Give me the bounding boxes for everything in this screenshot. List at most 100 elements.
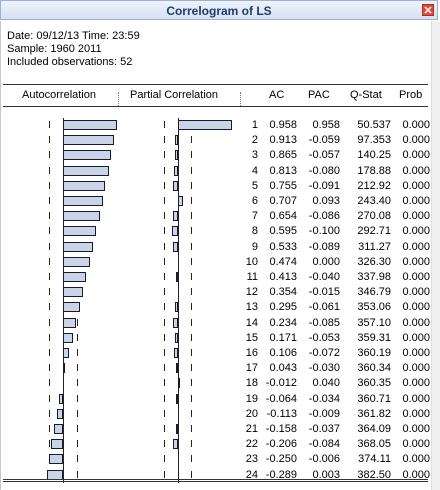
pac-axis-line bbox=[178, 285, 179, 301]
lag-cell: 1 bbox=[251, 119, 258, 131]
pac-bar bbox=[173, 241, 178, 252]
pac-bar bbox=[173, 165, 178, 176]
ac-confidence-band bbox=[77, 349, 78, 356]
ac-confidence-band bbox=[49, 121, 50, 128]
ac-cell: 0.413 bbox=[269, 271, 297, 283]
pac-confidence-band bbox=[191, 440, 192, 448]
prob-cell: 0.000 bbox=[402, 423, 430, 435]
lag-cell: 18 bbox=[245, 377, 258, 390]
pac-confidence-band bbox=[191, 425, 192, 432]
pac-confidence-band bbox=[164, 425, 165, 432]
correlogram-view bbox=[0, 21, 440, 490]
table-row: 3 0.865 -0.057 140.25 0.000 bbox=[0, 148, 440, 164]
pac-confidence-band bbox=[164, 379, 165, 387]
column-separator bbox=[240, 92, 242, 106]
qstat-cell: 311.27 bbox=[358, 240, 391, 253]
prob-cell: 0.000 bbox=[402, 362, 430, 375]
pac-cell: -0.040 bbox=[308, 271, 340, 283]
ac-bar bbox=[63, 241, 93, 252]
ac-axis-line bbox=[63, 376, 64, 392]
close-icon bbox=[424, 6, 432, 14]
prob-cell: 0.000 bbox=[402, 271, 430, 283]
table-row: 4 0.813 -0.080 178.88 0.000 bbox=[0, 163, 440, 179]
ac-axis-line bbox=[63, 422, 64, 438]
qstat-cell: 364.09 bbox=[357, 423, 391, 435]
prob-cell: 0.000 bbox=[402, 164, 430, 177]
pac-confidence-band bbox=[164, 212, 165, 220]
prob-cell: 0.000 bbox=[402, 316, 430, 329]
pac-confidence-band bbox=[191, 181, 192, 189]
pac-cell: -0.057 bbox=[308, 149, 340, 162]
ac-bar bbox=[63, 317, 77, 328]
ac-bar bbox=[49, 454, 63, 465]
pac-confidence-band bbox=[164, 257, 165, 265]
pac-confidence-band bbox=[191, 394, 192, 402]
pac-bar bbox=[175, 272, 178, 282]
pac-confidence-band bbox=[191, 166, 192, 174]
ac-confidence-band bbox=[49, 181, 50, 189]
prob-header: Prob bbox=[399, 89, 423, 101]
pac-confidence-band bbox=[164, 227, 165, 235]
qstat-cell: 359.31 bbox=[357, 331, 391, 344]
lag-cell: 6 bbox=[251, 195, 258, 207]
lag-cell: 17 bbox=[245, 362, 258, 375]
qstat-cell: 353.06 bbox=[357, 301, 391, 314]
pac-bar bbox=[173, 348, 178, 358]
close-button[interactable] bbox=[422, 4, 434, 16]
ac-cell: 0.707 bbox=[269, 195, 297, 207]
pac-confidence-band bbox=[191, 333, 192, 341]
pac-confidence-band bbox=[164, 440, 165, 448]
vertical-scrollbar[interactable] bbox=[431, 21, 440, 490]
ac-cell: 0.654 bbox=[269, 210, 297, 223]
pac-confidence-band bbox=[164, 409, 165, 417]
ac-confidence-band bbox=[49, 409, 50, 417]
qstat-cell: 97.353 bbox=[357, 134, 391, 147]
lag-cell: 2 bbox=[251, 134, 258, 147]
ac-cell: -0.012 bbox=[265, 377, 297, 390]
pac-confidence-band bbox=[164, 470, 165, 478]
pac-cell: 0.003 bbox=[312, 468, 340, 481]
pac-confidence-band bbox=[191, 197, 192, 204]
ac-bar bbox=[63, 180, 106, 191]
window-title: Correlogram of LS bbox=[166, 4, 272, 18]
pac-axis-line bbox=[178, 391, 179, 407]
pac-confidence-band bbox=[191, 136, 192, 144]
pac-confidence-band bbox=[191, 303, 192, 311]
pac-confidence-band bbox=[164, 166, 165, 174]
prob-cell: 0.000 bbox=[402, 119, 430, 131]
pac-axis-line bbox=[178, 361, 179, 377]
lag-cell: 11 bbox=[246, 271, 258, 283]
pac-cell: -0.059 bbox=[308, 134, 340, 147]
pac-cell: -0.091 bbox=[308, 179, 340, 192]
ac-bar bbox=[56, 408, 63, 419]
ac-confidence-band bbox=[49, 151, 50, 159]
ac-confidence-band bbox=[49, 136, 50, 144]
qstat-cell: 346.79 bbox=[357, 286, 391, 299]
ac-bar bbox=[63, 120, 117, 130]
prob-cell: 0.000 bbox=[402, 134, 430, 147]
table-row: 22 -0.206 -0.084 368.05 0.000 bbox=[0, 437, 440, 453]
pac-confidence-band bbox=[164, 333, 165, 341]
ac-cell: -0.289 bbox=[265, 468, 297, 481]
pac-confidence-band bbox=[164, 136, 165, 144]
ac-cell: 0.354 bbox=[269, 286, 297, 299]
prob-cell: 0.000 bbox=[402, 195, 430, 207]
ac-bar bbox=[63, 302, 80, 313]
ac-cell: 0.865 bbox=[269, 149, 297, 162]
table-row: 11 0.413 -0.040 337.98 0.000 bbox=[0, 270, 440, 286]
ac-bar bbox=[63, 165, 109, 176]
observations-line: Included observations: 52 bbox=[7, 56, 133, 68]
pac-cell: 0.040 bbox=[312, 377, 340, 390]
table-row: 16 0.106 -0.072 360.19 0.000 bbox=[0, 346, 440, 362]
table-row: 10 0.474 0.000 326.30 0.000 bbox=[0, 254, 440, 270]
ac-cell: 0.533 bbox=[269, 240, 297, 253]
ac-bar bbox=[63, 211, 100, 222]
ac-cell: 0.043 bbox=[269, 362, 297, 375]
ac-confidence-band bbox=[49, 197, 50, 204]
ac-cell: 0.295 bbox=[269, 301, 297, 314]
table-row: 9 0.533 -0.089 311.27 0.000 bbox=[0, 239, 440, 255]
ac-confidence-band bbox=[49, 288, 50, 296]
header-bottom-rule bbox=[3, 106, 428, 107]
pac-axis-line bbox=[178, 239, 179, 255]
pac-cell: -0.061 bbox=[308, 301, 340, 314]
